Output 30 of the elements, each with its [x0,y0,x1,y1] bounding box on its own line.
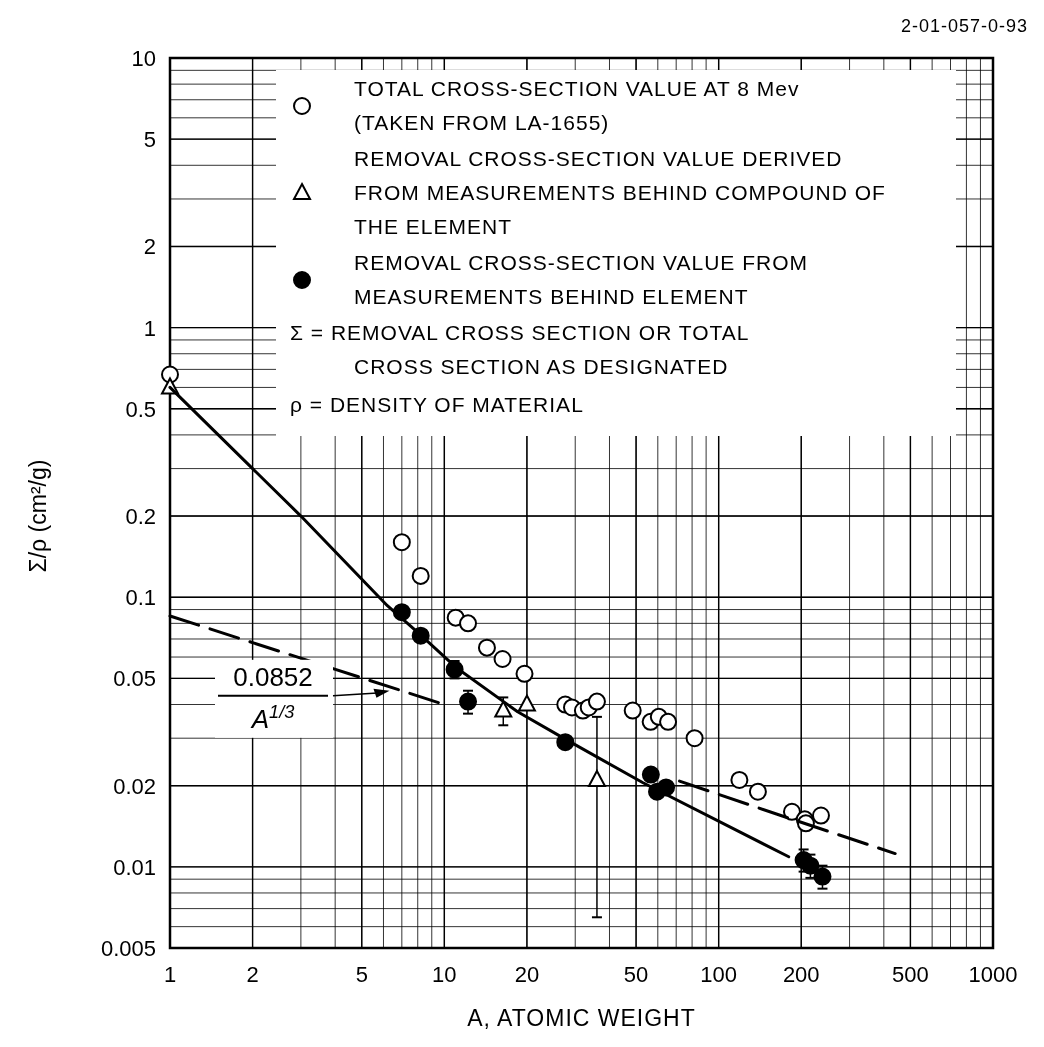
y-tick-label: 2 [143,234,156,260]
y-axis-title: Σ/ρ (cm²/g) [25,459,51,573]
y-tick-label: 0.5 [125,396,156,422]
legend-label: TOTAL CROSS-SECTION VALUE AT 8 Mev (TAKEN FROM LA-1655) [354,77,800,134]
y-tick-label: 0.01 [113,854,156,880]
y-tick-label: 0.05 [113,666,156,692]
x-tick-label: 5 [355,962,368,987]
x-tick-label: 1000 [968,962,1018,987]
legend-label: REMOVAL CROSS-SECTION VALUE FROM MEASUREMENTS BEHIND ELEMENT [354,251,808,308]
y-tick-label: 0.2 [125,504,156,530]
x-tick-label: 2 [246,962,259,987]
y-tick-label: 1 [143,315,156,341]
annotation: ρ = DENSITY OF MATERIAL [290,393,584,416]
x-tick-label: 10 [432,962,457,987]
y-tick-label: 5 [143,127,156,153]
x-tick-label: 200 [782,962,820,987]
annotation: 0.0852 [233,661,313,692]
y-tick-label: 10 [131,46,156,71]
text: 2-01-057-0-93 [900,16,1028,36]
y-tick-label: 0.1 [125,585,156,611]
y-tick-label: 0.005 [100,936,156,961]
x-tick-label: 20 [514,962,540,987]
x-tick-label: 100 [700,962,738,987]
legend-label: REMOVAL CROSS-SECTION VALUE DERIVED FROM MEASUREMENTS BEHIND COMPOUND OF THE ELEMENT [354,147,886,238]
x-tick-label: 1 [163,962,177,987]
annotation: A$^{1/3}$ [249,701,295,734]
x-tick-label: 50 [623,962,649,987]
x-axis-title: A, ATOMIC WEIGHT [467,1005,696,1031]
y-tick-label: 0.02 [113,773,156,799]
x-tick-label: 500 [892,962,929,987]
